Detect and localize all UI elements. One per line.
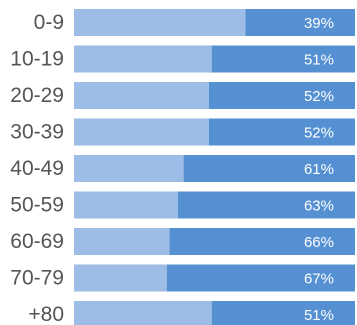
bar-value-segment [211,45,355,73]
bar-remainder-segment [74,9,246,36]
bar-row-+80: +80 51% [28,301,355,325]
bar-value-segment [177,191,355,219]
bar-remainder-segment [74,82,209,109]
value-label: 52% [304,88,334,105]
bar-remainder-segment [74,191,178,219]
category-label: 70-79 [10,267,64,290]
bar-row-30-39: 30-39 52% [10,118,355,146]
category-label: 20-29 [10,84,64,107]
bar-value-segment [208,118,355,146]
bar-remainder-segment [74,118,209,146]
value-label: 66% [304,234,334,251]
category-label: 30-39 [10,121,64,144]
value-label: 67% [304,271,334,288]
value-label: 52% [304,125,334,142]
bar-remainder-segment [74,264,167,292]
bar-value-segment [169,228,355,255]
bar-row-50-59: 50-59 63% [10,191,355,219]
bar-remainder-segment [74,155,184,182]
bar-remainder-segment [74,301,212,325]
category-label: 10-19 [10,48,64,71]
category-label: 40-49 [10,157,64,180]
value-label: 39% [304,15,334,32]
bar-row-20-29: 20-29 52% [10,82,355,109]
bar-row-0-9: 0-9 39% [34,9,355,36]
bar-value-segment [211,301,355,325]
bar-row-70-79: 70-79 67% [10,264,355,292]
bar-value-segment [183,155,355,182]
bar-row-60-69: 60-69 66% [10,228,355,255]
value-label: 51% [304,307,334,324]
bar-row-40-49: 40-49 61% [10,155,355,182]
bar-remainder-segment [74,45,212,73]
category-label: +80 [28,303,64,325]
bar-value-segment [166,264,355,292]
category-label: 0-9 [34,11,64,34]
category-label: 60-69 [10,230,64,253]
value-label: 51% [304,52,334,69]
bar-row-10-19: 10-19 51% [10,45,355,73]
bar-value-segment [208,82,355,109]
bar-remainder-segment [74,228,170,255]
value-label: 63% [304,198,334,215]
bar-value-segment [245,9,355,36]
value-label: 61% [304,161,334,178]
category-label: 50-59 [10,194,64,217]
